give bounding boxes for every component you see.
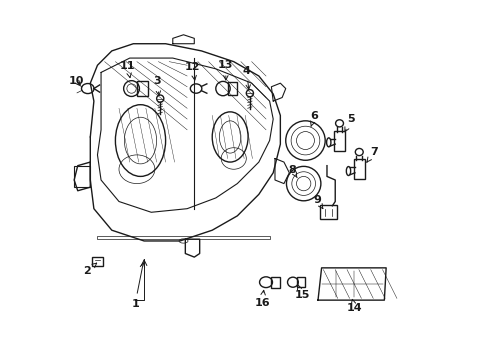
- Text: 10: 10: [68, 76, 83, 86]
- Text: 15: 15: [294, 285, 309, 301]
- Text: 11: 11: [120, 61, 135, 78]
- Text: 1: 1: [131, 263, 144, 309]
- Text: 14: 14: [346, 300, 362, 313]
- Text: 2: 2: [83, 263, 97, 276]
- Text: 6: 6: [310, 111, 318, 127]
- Text: 13: 13: [218, 60, 233, 80]
- Text: 3: 3: [153, 76, 161, 95]
- Text: 7: 7: [366, 147, 377, 162]
- Text: 5: 5: [344, 114, 354, 132]
- Text: 9: 9: [313, 195, 322, 208]
- Text: 4: 4: [242, 66, 250, 89]
- Text: 12: 12: [185, 62, 200, 80]
- Text: 16: 16: [254, 290, 269, 308]
- Text: 8: 8: [288, 165, 297, 178]
